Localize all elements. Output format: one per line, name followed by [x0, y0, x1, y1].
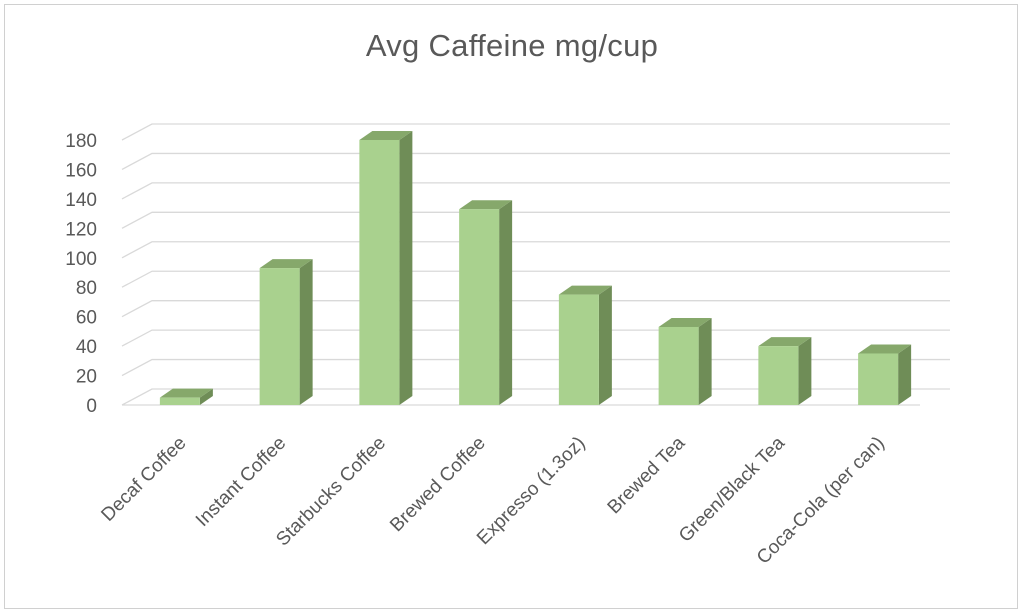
- x-tick-label: Instant Coffee: [192, 433, 290, 531]
- gridline: [121, 388, 950, 406]
- gridline: [121, 152, 950, 171]
- chart-title: Avg Caffeine mg/cup: [365, 28, 659, 63]
- gridline: [121, 329, 950, 347]
- bar-side: [199, 388, 213, 405]
- gridline: [121, 358, 950, 377]
- gridlines: [121, 123, 950, 406]
- x-tick-label: Brewed Tea: [604, 432, 690, 518]
- bar-front: [159, 397, 200, 405]
- y-tick-label: 80: [76, 278, 97, 299]
- bar: [558, 285, 612, 405]
- gridline: [121, 123, 950, 141]
- bar: [658, 317, 712, 405]
- bar-side: [598, 285, 612, 405]
- gridline: [121, 270, 950, 288]
- gridline: [121, 211, 950, 229]
- y-tick-label: 20: [76, 367, 97, 388]
- x-tick-label: Decaf Coffee: [97, 433, 190, 526]
- bar-front: [459, 209, 500, 405]
- bar-top: [459, 200, 513, 210]
- bar: [359, 131, 413, 405]
- y-tick-label: 120: [65, 219, 97, 240]
- gridline: [121, 241, 950, 259]
- bars: [159, 131, 912, 405]
- bar-side: [499, 200, 513, 405]
- bar-top: [758, 337, 812, 347]
- x-tick-label: Expresso (1.3oz): [473, 433, 589, 549]
- x-tick-label: Starbucks Coffee: [272, 433, 390, 551]
- y-tick-label: 0: [86, 396, 97, 417]
- bar: [259, 259, 313, 405]
- bar-front: [558, 294, 599, 405]
- bar: [758, 337, 812, 405]
- x-tick-label: Green/Black Tea: [675, 432, 789, 546]
- bar-side: [898, 344, 912, 405]
- gridline: [121, 300, 950, 318]
- bar-front: [858, 353, 899, 405]
- y-tick-label: 160: [65, 160, 97, 181]
- bar-side: [299, 259, 313, 405]
- bar-top: [159, 388, 213, 398]
- gridline: [121, 182, 950, 200]
- y-tick-label: 60: [76, 308, 97, 329]
- bar-top: [558, 285, 612, 295]
- bar-front: [758, 346, 799, 405]
- y-tick-label: 140: [65, 190, 97, 211]
- y-axis-tick-labels: 0 20 40 60 80 100 120 140 160 180: [65, 131, 97, 417]
- bar-top: [858, 344, 912, 354]
- y-tick-label: 40: [76, 337, 97, 358]
- bar-front: [658, 326, 699, 405]
- y-tick-label: 100: [65, 249, 97, 270]
- bar-front: [259, 268, 300, 405]
- bar: [159, 388, 213, 405]
- bar-top: [359, 131, 413, 140]
- bar: [459, 200, 513, 405]
- bar-top: [259, 259, 313, 269]
- bar: [858, 344, 912, 405]
- bar-side: [698, 317, 712, 405]
- bar-front: [359, 140, 400, 405]
- y-tick-label: 180: [65, 131, 97, 152]
- x-tick-label: Brewed Coffee: [386, 433, 489, 536]
- bar-side: [798, 337, 812, 405]
- bar-top: [658, 317, 712, 327]
- bar-side: [399, 131, 413, 405]
